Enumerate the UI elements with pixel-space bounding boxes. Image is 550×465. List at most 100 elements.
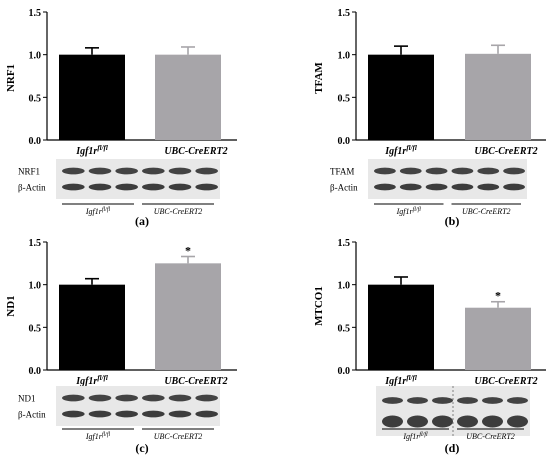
blot-band bbox=[115, 167, 138, 175]
y-tick-label: 0.0 bbox=[338, 366, 351, 377]
blot-band bbox=[407, 397, 428, 404]
blot-band bbox=[142, 167, 165, 175]
blot-band bbox=[115, 410, 138, 418]
blot-band bbox=[374, 167, 396, 175]
blot-row-label: β-Actin bbox=[330, 183, 358, 193]
blot-band bbox=[503, 167, 525, 175]
blot-band bbox=[457, 397, 478, 404]
blot-group-label-text: Igf1r bbox=[396, 207, 414, 216]
x-tick-label: UBC-CreERT2 bbox=[474, 146, 537, 157]
panel-c: 0.00.51.01.5ND1Igf1rfl/fl*UBC-CreERT2ND1… bbox=[5, 238, 237, 455]
panel-d: 0.00.51.01.5MTCO1Igf1rfl/fl*UBC-CreERT2I… bbox=[313, 238, 546, 455]
blot-row-label: TFAM bbox=[330, 167, 354, 177]
blot-band bbox=[407, 415, 428, 428]
blot-group-label-text: Igf1r bbox=[85, 207, 103, 216]
blot-group-label-text: Igf1r bbox=[402, 432, 420, 441]
blot-band bbox=[457, 415, 478, 428]
blot-band bbox=[425, 167, 448, 175]
western-blot bbox=[56, 386, 220, 426]
y-axis-label: ND1 bbox=[5, 295, 17, 316]
y-tick-label: 0.0 bbox=[29, 366, 42, 377]
y-axis-label: TFAM bbox=[313, 62, 325, 94]
blot-band bbox=[507, 397, 528, 404]
blot-band bbox=[88, 410, 112, 418]
x-tick-label: Igf1rfl/fl bbox=[75, 144, 108, 157]
panel-label: (d) bbox=[445, 441, 460, 455]
x-tick-label: UBC-CreERT2 bbox=[474, 376, 537, 387]
blot-band bbox=[195, 410, 219, 418]
y-tick-label: 1.5 bbox=[29, 238, 42, 249]
blot-band bbox=[168, 183, 192, 191]
x-tick-label-text: Igf1r bbox=[75, 146, 97, 157]
blot-group-label: UBC-CreERT2 bbox=[154, 207, 203, 216]
y-tick-label: 1.5 bbox=[29, 8, 42, 19]
y-tick-label: 0.0 bbox=[29, 136, 42, 147]
bar-control bbox=[59, 284, 125, 370]
bar-knockout bbox=[155, 54, 221, 140]
blot-band bbox=[115, 394, 138, 402]
blot-group-label-text: UBC-CreERT2 bbox=[154, 207, 203, 216]
blot-group-label-text: UBC-CreERT2 bbox=[462, 207, 511, 216]
blot-band bbox=[168, 394, 192, 402]
x-tick-label-superscript: fl/fl bbox=[97, 374, 108, 382]
y-tick-label: 1.0 bbox=[29, 51, 42, 62]
x-tick-label-text: UBC-CreERT2 bbox=[474, 146, 537, 157]
bar-control bbox=[368, 284, 434, 370]
blot-band bbox=[195, 167, 219, 175]
x-tick-label-superscript: fl/fl bbox=[97, 144, 108, 152]
blot-band bbox=[168, 410, 192, 418]
blot-band bbox=[432, 415, 453, 428]
y-axis-label: NRF1 bbox=[5, 64, 17, 92]
y-tick-label: 1.5 bbox=[338, 238, 351, 249]
blot-band bbox=[142, 394, 165, 402]
x-tick-label-superscript: fl/fl bbox=[406, 144, 417, 152]
blot-group-label: Igf1rfl/fl bbox=[85, 431, 111, 441]
western-blot bbox=[376, 386, 530, 436]
x-tick-label-superscript: fl/fl bbox=[406, 374, 417, 382]
blot-band bbox=[482, 415, 503, 428]
blot-band bbox=[88, 167, 112, 175]
blot-band bbox=[382, 415, 403, 428]
western-blot bbox=[56, 159, 220, 199]
blot-row-label: β-Actin bbox=[18, 183, 46, 193]
blot-band bbox=[482, 397, 503, 404]
blot-band bbox=[399, 183, 422, 191]
blot-band bbox=[374, 183, 396, 191]
blot-band bbox=[195, 394, 219, 402]
x-tick-label: UBC-CreERT2 bbox=[164, 146, 227, 157]
blot-group-label: Igf1rfl/fl bbox=[396, 206, 422, 216]
panel-label: (b) bbox=[445, 214, 460, 228]
blot-background bbox=[56, 159, 220, 199]
western-blot bbox=[368, 159, 527, 199]
blot-band bbox=[115, 183, 138, 191]
blot-band bbox=[88, 394, 112, 402]
blot-group-label-superscript: fl/fl bbox=[413, 206, 422, 213]
x-tick-label: UBC-CreERT2 bbox=[164, 376, 227, 387]
blot-group-label: Igf1rfl/fl bbox=[402, 431, 428, 441]
x-tick-label: Igf1rfl/fl bbox=[384, 144, 417, 157]
y-tick-label: 0.5 bbox=[338, 323, 351, 334]
x-tick-label-text: UBC-CreERT2 bbox=[164, 146, 227, 157]
bar-knockout bbox=[155, 263, 221, 370]
blot-group-label: UBC-CreERT2 bbox=[466, 432, 515, 441]
blot-group-label-text: UBC-CreERT2 bbox=[466, 432, 515, 441]
blot-band bbox=[432, 397, 453, 404]
blot-band bbox=[425, 183, 448, 191]
blot-group-label: UBC-CreERT2 bbox=[462, 207, 511, 216]
y-tick-label: 0.5 bbox=[338, 93, 351, 104]
significance-marker: * bbox=[495, 289, 501, 303]
y-tick-label: 0.5 bbox=[29, 93, 42, 104]
blot-band bbox=[451, 167, 474, 175]
blot-group-label-superscript: fl/fl bbox=[102, 206, 111, 213]
x-tick-label: Igf1rfl/fl bbox=[75, 374, 108, 387]
blot-band bbox=[88, 183, 112, 191]
blot-group-label-text: UBC-CreERT2 bbox=[154, 432, 203, 441]
x-tick-label: Igf1rfl/fl bbox=[384, 374, 417, 387]
significance-marker: * bbox=[185, 244, 191, 258]
y-tick-label: 0.0 bbox=[338, 136, 351, 147]
y-tick-label: 1.0 bbox=[29, 281, 42, 292]
blot-band bbox=[451, 183, 474, 191]
blot-band bbox=[399, 167, 422, 175]
